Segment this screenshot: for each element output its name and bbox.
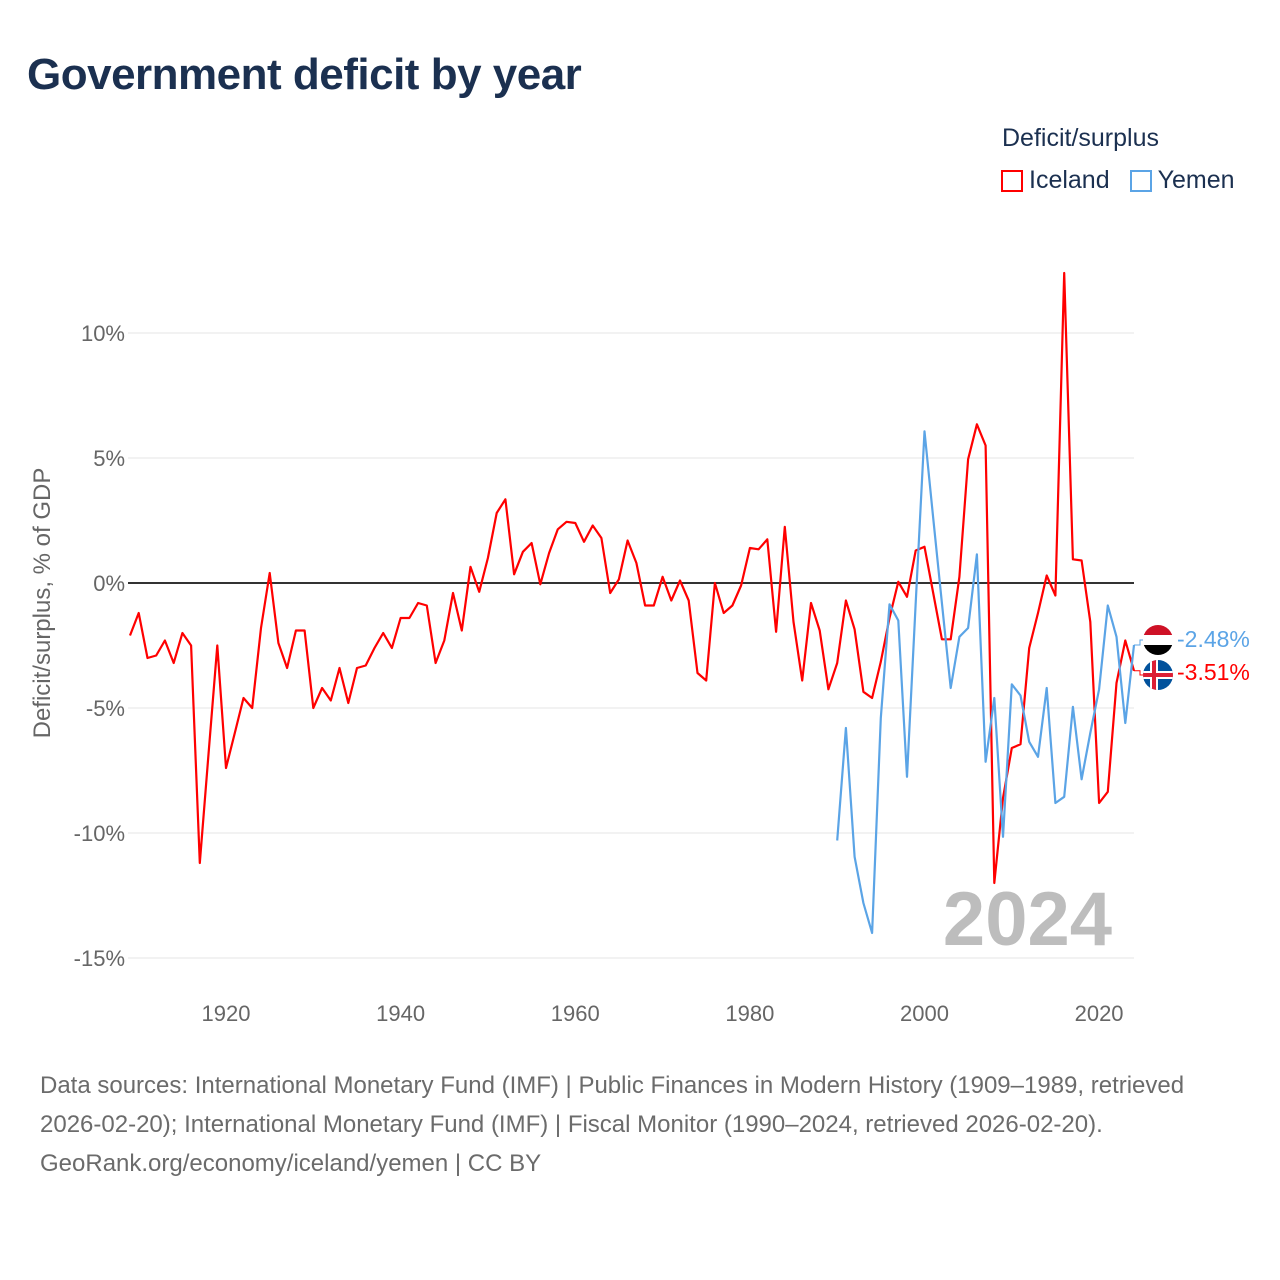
chart-title: Government deficit by year	[27, 50, 582, 99]
legend-item-iceland[interactable]: Iceland	[1001, 166, 1110, 195]
iceland-flag-icon	[1143, 660, 1173, 690]
y-tick-label: -10%	[74, 821, 125, 846]
x-tick-label: 1960	[551, 1001, 600, 1026]
series-lines	[128, 271, 1143, 935]
year-watermark: 2024	[943, 877, 1112, 962]
yemen-flag-icon	[1143, 625, 1173, 655]
x-tick-label: 1920	[202, 1001, 251, 1026]
x-tick-label: 1980	[725, 1001, 774, 1026]
iceland-label-connector	[1134, 670, 1143, 676]
legend-label-yemen: Yemen	[1157, 166, 1235, 194]
yemen-label-connector	[1134, 639, 1143, 646]
legend-swatch-yemen	[1129, 169, 1152, 192]
x-tick-label: 2000	[900, 1001, 949, 1026]
y-tick-label: 10%	[81, 321, 125, 346]
legend: Iceland Yemen	[1001, 166, 1235, 195]
y-axis-label: Deficit/surplus, % of GDP	[29, 468, 56, 739]
x-tick-label: 2020	[1075, 1001, 1124, 1026]
iceland-end-label: -3.51%	[1177, 659, 1250, 685]
legend-label-iceland: Iceland	[1029, 166, 1110, 194]
x-tick-label: 1940	[376, 1001, 425, 1026]
x-axis-ticks: 1920 1940 1960 1980 2000 2020	[202, 1001, 1124, 1026]
y-tick-label: 5%	[93, 446, 125, 471]
legend-title: Deficit/surplus	[1002, 124, 1159, 152]
y-tick-label: -15%	[74, 946, 125, 971]
y-tick-label: 0%	[93, 571, 125, 596]
legend-item-yemen[interactable]: Yemen	[1129, 166, 1235, 195]
series-line-iceland	[128, 271, 1136, 885]
yemen-end-label: -2.48%	[1177, 626, 1250, 652]
footer: Data sources: International Monetary Fun…	[40, 1066, 1250, 1183]
data-sources: Data sources: International Monetary Fun…	[40, 1072, 1185, 1138]
legend-swatch-iceland	[1001, 169, 1023, 192]
series-line-yemen	[836, 430, 1136, 935]
line-chart: 10% 5% 0% -5% -10% -15% 1920 1940 1960 1980 2000 2…	[29, 271, 1250, 1026]
y-axis-ticks: 10% 5% 0% -5% -10% -15%	[74, 321, 125, 971]
grid-lines	[128, 332, 1134, 959]
credit-link[interactable]: GeoRank.org/economy/iceland/yemen | CC B…	[40, 1150, 542, 1177]
y-tick-label: -5%	[86, 696, 125, 721]
